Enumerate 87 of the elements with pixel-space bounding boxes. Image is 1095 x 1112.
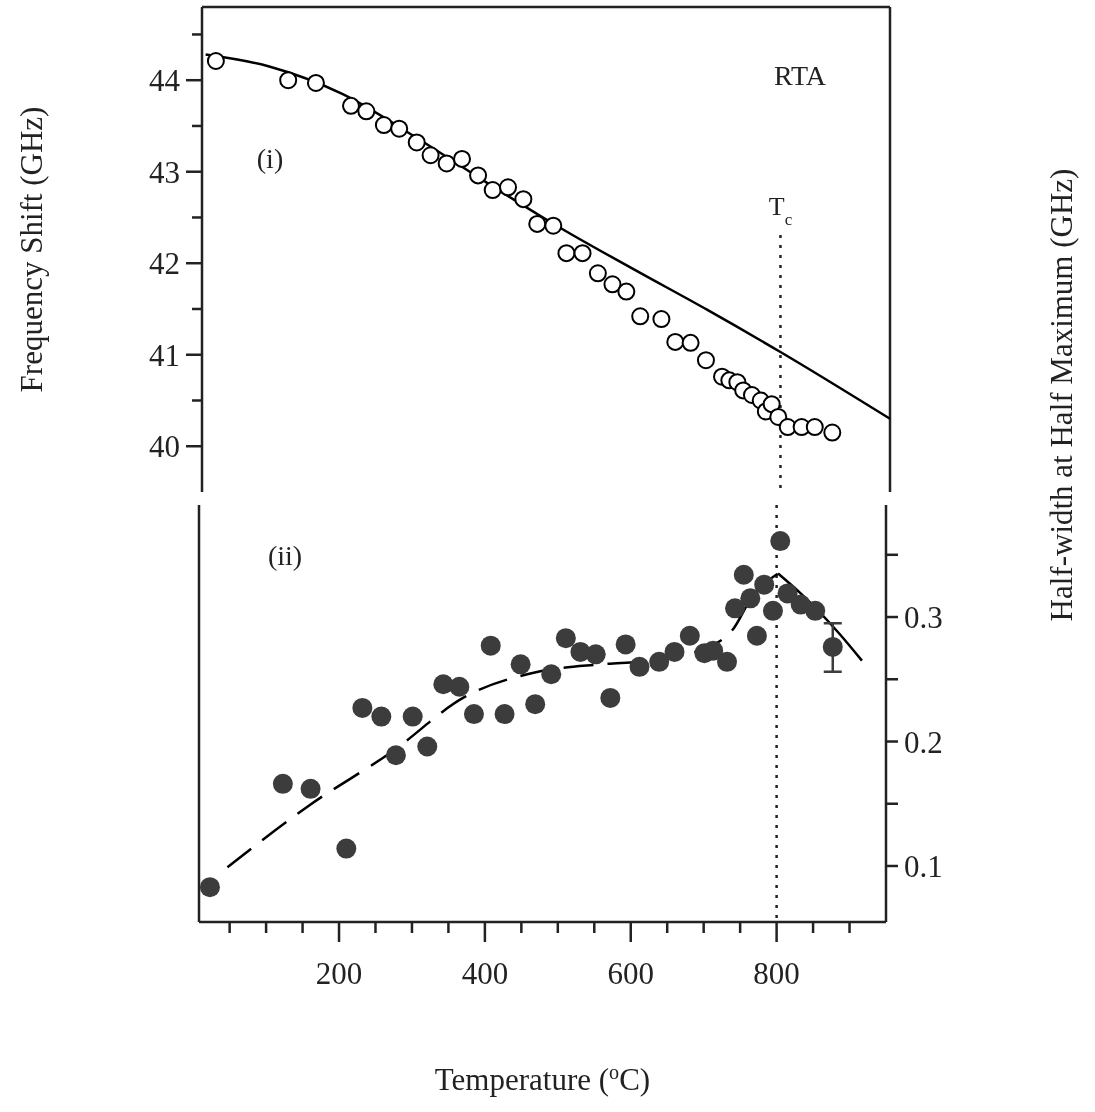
point [306, 73, 325, 92]
point [483, 181, 502, 200]
point [336, 838, 357, 859]
point [822, 636, 843, 657]
x-axis-title: Temperature ($^{o}$C) [434, 1061, 651, 1097]
point [371, 706, 392, 727]
x-tick-label: 400 [461, 956, 509, 991]
point [453, 149, 472, 168]
y-axis-title: Frequency Shift (GHz) [14, 106, 49, 393]
x-tick-label: 200 [315, 956, 363, 991]
point [528, 214, 547, 233]
point [603, 275, 622, 294]
point [374, 116, 393, 135]
point [740, 588, 761, 609]
point [717, 651, 738, 672]
point [762, 395, 781, 414]
point [696, 351, 715, 370]
point [544, 216, 563, 235]
point [629, 656, 650, 677]
point [199, 877, 220, 898]
y2-tick-label: 0.1 [904, 848, 943, 884]
point [725, 598, 746, 619]
point [514, 190, 533, 209]
y-tick-label: 43 [149, 154, 180, 190]
point [421, 146, 440, 165]
point [652, 310, 671, 329]
point [300, 778, 321, 799]
point [631, 307, 650, 326]
point [573, 244, 592, 263]
point [585, 644, 606, 665]
point [664, 641, 685, 662]
point [770, 531, 791, 552]
point [588, 264, 607, 283]
point [480, 635, 501, 656]
point [679, 625, 700, 646]
y-tick-label: 40 [149, 429, 180, 465]
point [823, 423, 842, 442]
point [402, 706, 423, 727]
annotation: (ii) [267, 540, 303, 571]
point [777, 583, 798, 604]
point [407, 133, 426, 152]
point [754, 574, 775, 595]
y2-tick-label: 0.3 [904, 600, 943, 636]
ref-line-label: T$_{c}$ [768, 192, 793, 229]
point [357, 102, 376, 121]
y2-axis-title: Half-width at Half Maximum (GHz) [1044, 168, 1079, 622]
x-tick-label: 800 [753, 956, 800, 991]
point [649, 651, 670, 672]
point [805, 600, 826, 621]
point [499, 178, 518, 197]
point [433, 674, 454, 695]
point [681, 333, 700, 352]
point [417, 736, 438, 757]
y2-tick-label: 0.2 [904, 724, 943, 760]
point [272, 773, 293, 794]
point [494, 704, 515, 725]
point [805, 418, 824, 437]
point [557, 244, 576, 263]
point [615, 634, 636, 655]
point [703, 640, 724, 661]
y-tick-label: 44 [149, 63, 181, 99]
point [279, 71, 298, 90]
point [352, 697, 373, 718]
point [469, 166, 488, 185]
point [449, 676, 470, 697]
y-tick-label: 42 [149, 246, 180, 282]
y-tick-label: 41 [149, 337, 180, 373]
point [555, 628, 576, 649]
point [762, 600, 783, 621]
annotation: (i) [256, 143, 284, 174]
annotation: RTA [773, 60, 827, 91]
point [541, 664, 562, 685]
point [206, 51, 225, 70]
point [666, 332, 685, 351]
point [463, 704, 484, 725]
point [600, 687, 621, 708]
point [385, 745, 406, 766]
point [390, 119, 409, 138]
point [341, 96, 360, 115]
point [510, 654, 531, 675]
point [525, 694, 546, 715]
line-series [204, 53, 892, 421]
point [437, 154, 456, 173]
point [733, 564, 754, 585]
x-tick-label: 600 [607, 956, 654, 991]
point [746, 625, 767, 646]
point [617, 282, 636, 301]
